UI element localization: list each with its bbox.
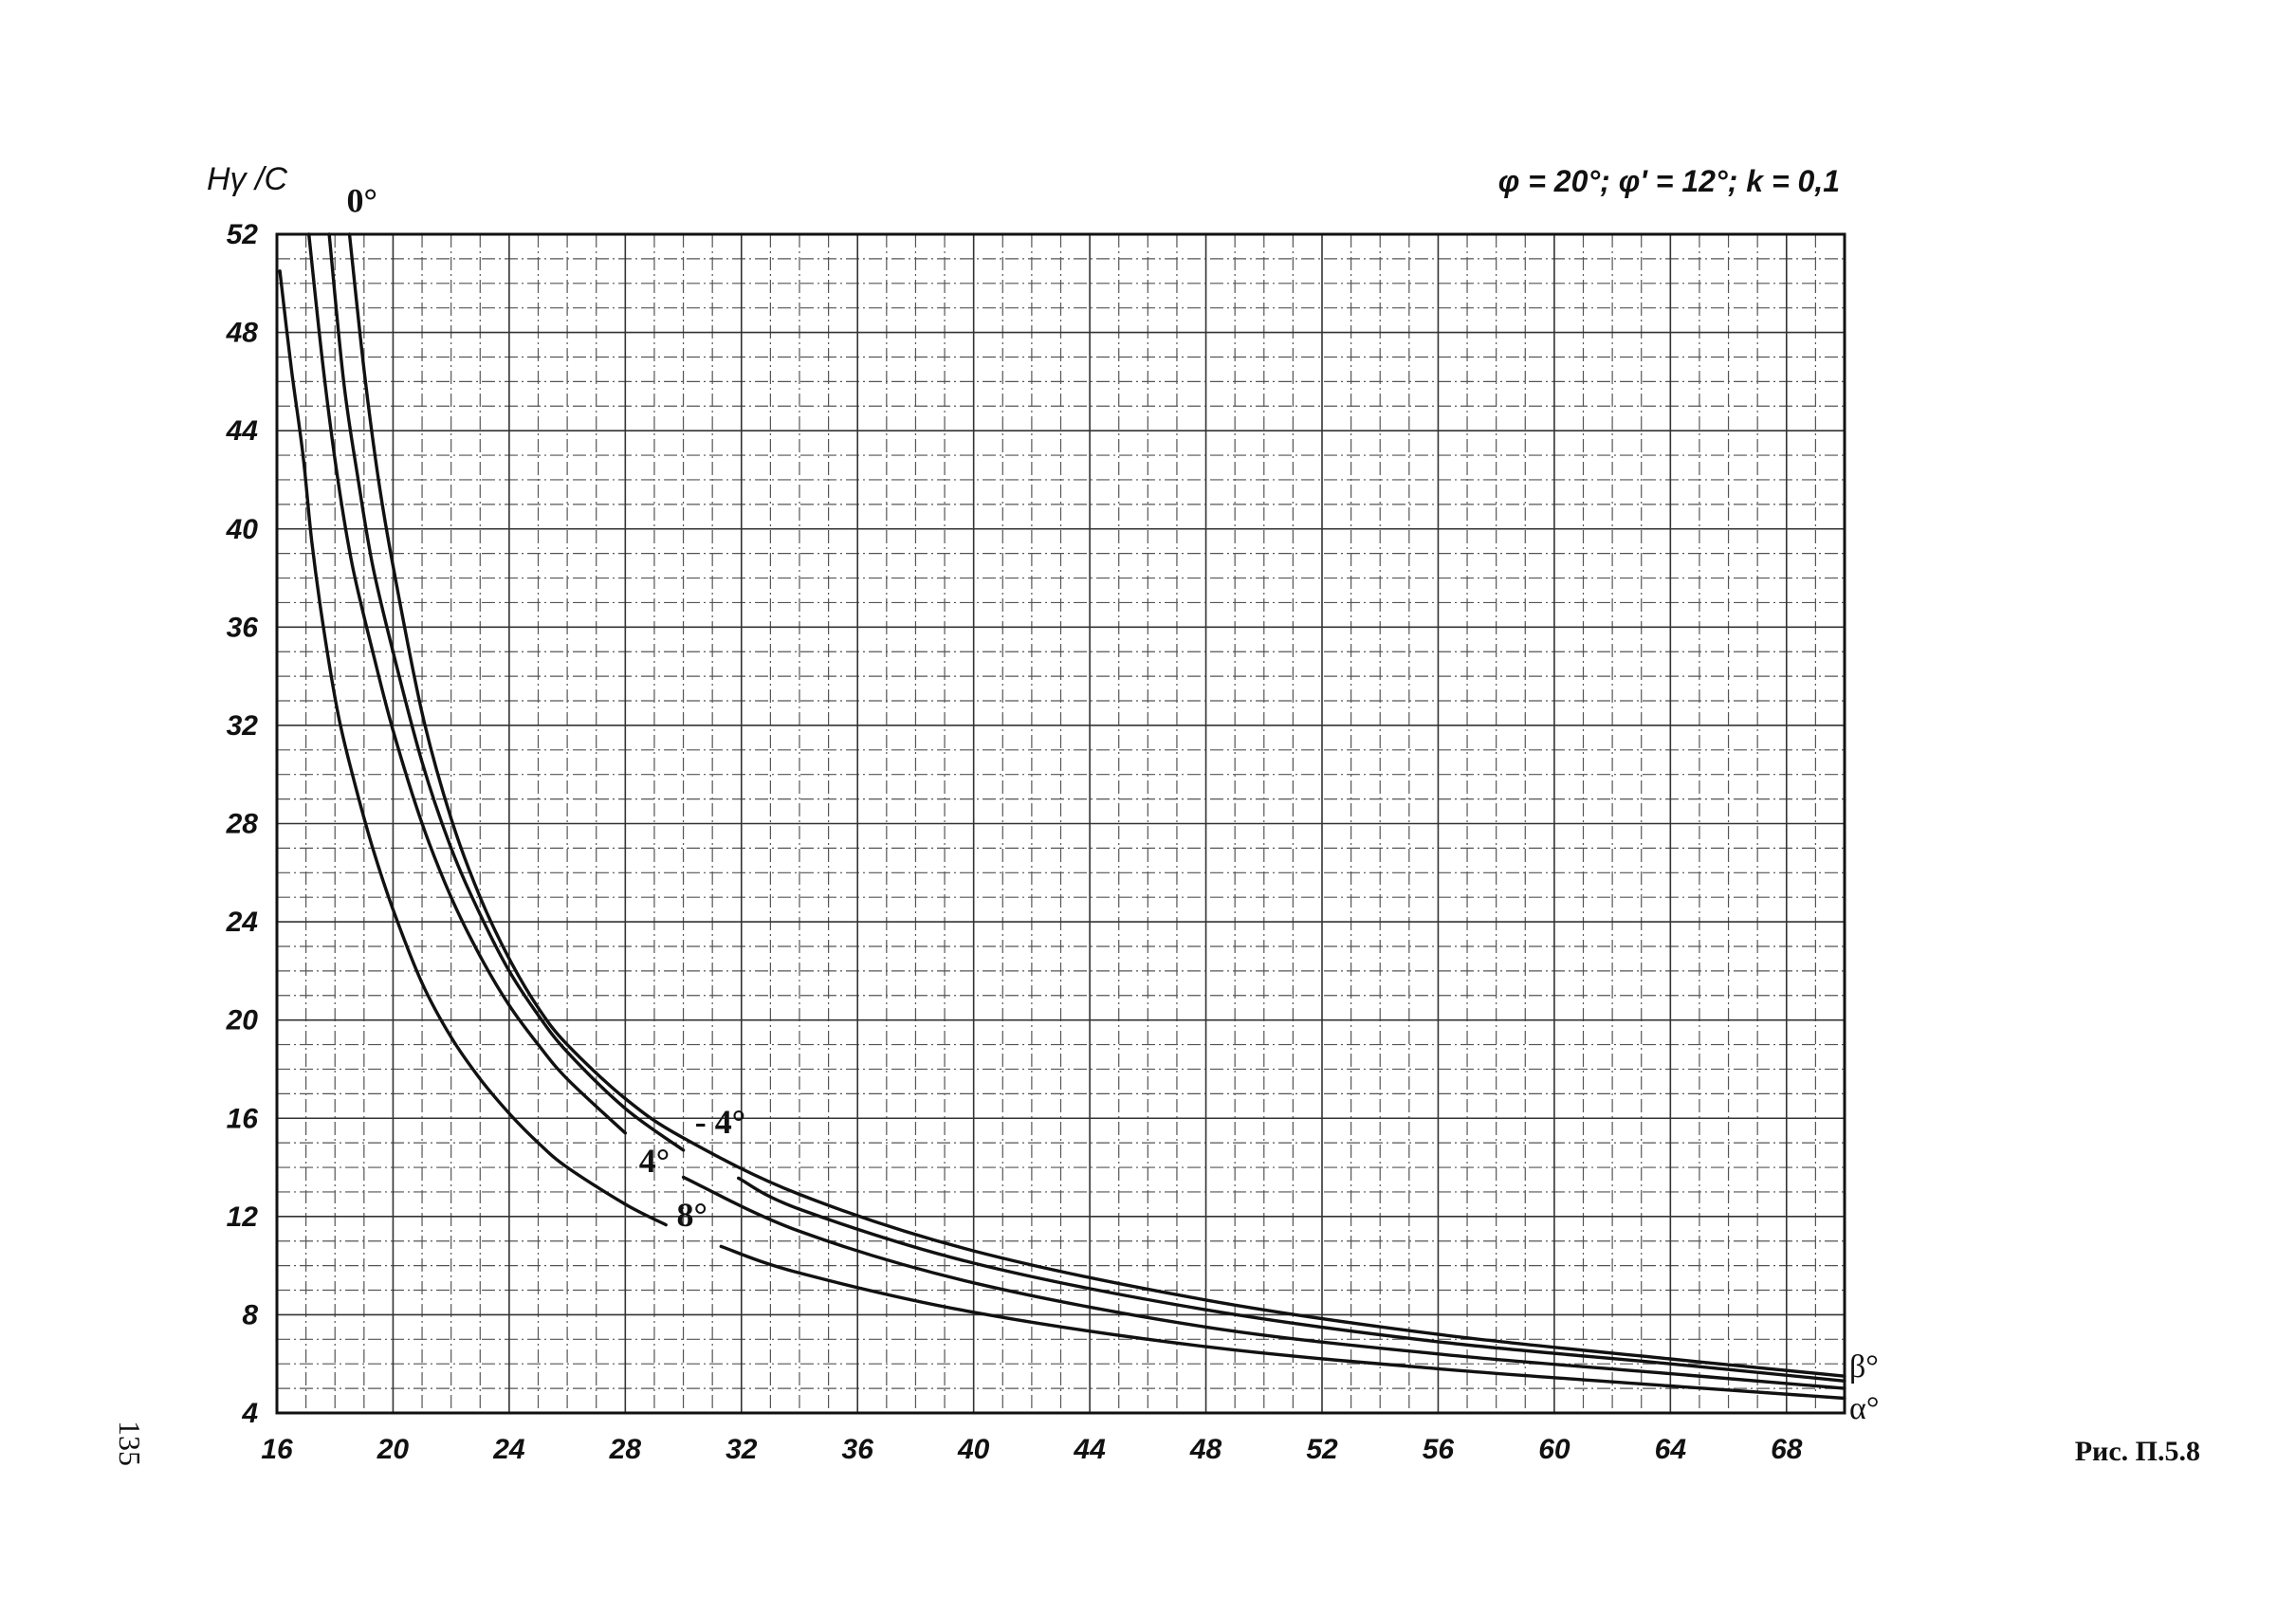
label-knockout (342, 179, 431, 222)
x-tick-label: 40 (957, 1434, 990, 1465)
y-tick-label: 44 (226, 415, 259, 447)
beta-label: β° (1849, 1349, 1879, 1385)
y-tick-label: 4 (241, 1398, 258, 1429)
x-tick-label: 36 (842, 1434, 874, 1465)
x-tick-label: 32 (726, 1434, 758, 1465)
x-tick-label: 44 (1073, 1434, 1106, 1465)
y-tick-label: 20 (226, 1005, 259, 1036)
curve-line (737, 1176, 1846, 1383)
y-tick-label: 8 (242, 1299, 258, 1330)
y-tick-label: 40 (226, 514, 259, 545)
figure-caption: Рис. П.5.8 (2075, 1436, 2200, 1467)
y-tick-label: 36 (227, 612, 259, 643)
y-tick-label: 52 (227, 219, 259, 250)
x-tick-label: 68 (1771, 1434, 1803, 1465)
x-tick-label: 16 (261, 1434, 293, 1465)
curve-line (347, 232, 1846, 1378)
x-tick-label: 52 (1306, 1434, 1338, 1465)
plot-frame (275, 232, 1846, 1415)
y-tick-label: 12 (227, 1201, 259, 1233)
curve-line (681, 1175, 1846, 1390)
y-tick-label: 24 (226, 907, 259, 938)
parameters-label: φ = 20°; φ' = 12°; k = 0,1 (1498, 164, 1840, 198)
x-tick-label: 64 (1655, 1434, 1687, 1465)
curve-label: 0° (346, 182, 377, 220)
y-tick-label: 28 (226, 809, 259, 840)
x-axis-ticks: 16 20 24 28 32 36 40 44 48 52 56 60 64 68 (261, 1434, 1802, 1465)
curves (278, 232, 1846, 1401)
y-tick-label: 32 (227, 710, 259, 742)
x-tick-label: 48 (1189, 1434, 1222, 1465)
curve-line (307, 232, 627, 1135)
curve-line (719, 1244, 1846, 1401)
curve-line (278, 269, 668, 1227)
curve-label: 8° (677, 1196, 707, 1234)
x-tick-label: 20 (377, 1434, 410, 1465)
curve-line (327, 232, 686, 1152)
x-tick-label: 56 (1423, 1434, 1455, 1465)
x-tick-label: 60 (1538, 1434, 1570, 1465)
x-tick-label: 28 (609, 1434, 642, 1465)
page-number: 135 (113, 1421, 147, 1466)
alpha-label: α° (1849, 1391, 1879, 1426)
y-tick-label: 48 (226, 318, 259, 349)
y-axis-label: Hγ /C (207, 161, 287, 197)
y-tick-label: 16 (227, 1103, 259, 1134)
curve-label: 4° (639, 1142, 670, 1180)
x-tick-label: 24 (492, 1434, 525, 1465)
curve-labels: 0° - 4° 4°8° (342, 179, 745, 1234)
curve-label: - 4° (695, 1103, 745, 1141)
